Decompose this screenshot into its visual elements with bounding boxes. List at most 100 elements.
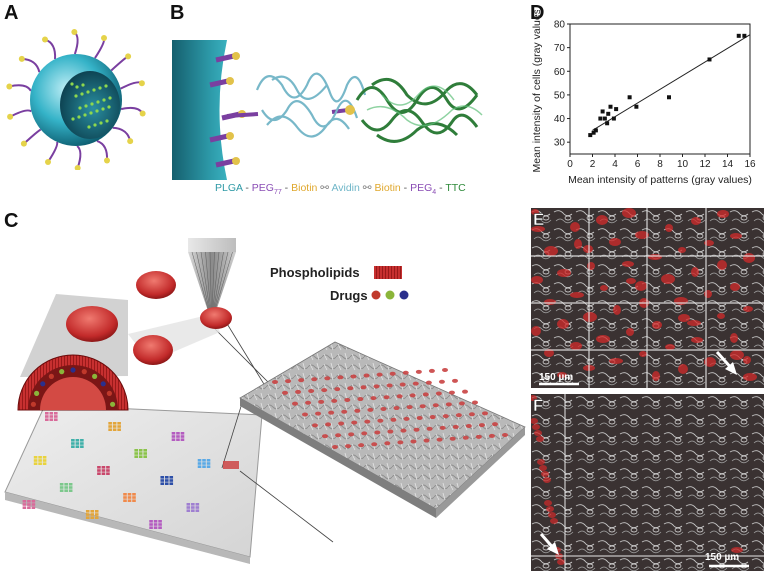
biotin-node bbox=[345, 105, 355, 115]
panel-b-legend: PLGA - PEG77 - Biotin ⚯ Avidin ⚯ Biotin … bbox=[215, 182, 505, 196]
data-point bbox=[667, 95, 671, 100]
data-point bbox=[627, 95, 632, 100]
data-point bbox=[588, 133, 593, 138]
y-tick-label: 40 bbox=[554, 114, 566, 125]
panel-f-scale-label: 150 µm bbox=[705, 552, 739, 563]
data-point bbox=[736, 33, 741, 38]
phospholipids-label: Phospholipids bbox=[270, 265, 360, 280]
panel-d-letter: D bbox=[530, 2, 545, 24]
y-axis-label: Mean intensity of cells (gray values) bbox=[531, 10, 543, 172]
data-point bbox=[600, 109, 605, 114]
ligand-tip bbox=[20, 140, 27, 147]
ligand-tip bbox=[42, 36, 49, 43]
drug-spot-array bbox=[160, 476, 174, 485]
panel-a-letter: A bbox=[4, 2, 19, 24]
legend-term: PEG bbox=[410, 182, 433, 194]
y-tick-label: 60 bbox=[554, 67, 566, 78]
legend-term: TTC bbox=[445, 182, 466, 194]
drug-spot-array bbox=[97, 466, 110, 475]
panel-e-arrow bbox=[725, 362, 737, 375]
data-point bbox=[608, 104, 613, 109]
x-tick-label: 0 bbox=[567, 159, 573, 170]
panel-e-scale-label: 150 µm bbox=[539, 372, 573, 383]
drug-spot-array bbox=[149, 520, 162, 529]
legend-term: - bbox=[400, 182, 411, 194]
drugs-label: Drugs bbox=[330, 288, 368, 303]
panel-a-nanoparticle-illustration bbox=[6, 29, 146, 170]
panel-f-arrow bbox=[547, 542, 559, 555]
legend-subscript: 77 bbox=[273, 189, 282, 197]
x-tick-label: 16 bbox=[744, 159, 756, 170]
drug-spot-array bbox=[108, 422, 121, 431]
ligand-tip bbox=[18, 55, 25, 62]
panel-f-micrograph: F 150 µm bbox=[531, 394, 764, 571]
phospholipids-swatch bbox=[374, 266, 402, 279]
drug-spot-array bbox=[123, 493, 136, 502]
panel-f-letter: F bbox=[533, 396, 543, 415]
dip-pen-tip bbox=[188, 238, 236, 314]
glass-slide bbox=[4, 404, 263, 564]
y-tick-label: 70 bbox=[554, 43, 566, 54]
drug-spot-array bbox=[171, 432, 185, 441]
legend-term: - bbox=[242, 182, 252, 194]
drug-red-dot bbox=[371, 290, 381, 300]
panel-c-letter: C bbox=[4, 210, 19, 232]
drug-spot-array bbox=[33, 456, 47, 465]
data-point bbox=[614, 107, 619, 112]
legend-term: Biotin bbox=[374, 182, 401, 194]
x-tick-label: 12 bbox=[699, 159, 711, 170]
drug-spot-array bbox=[134, 449, 147, 458]
x-tick-label: 14 bbox=[722, 159, 734, 170]
x-axis-label: Mean intensity of patterns (gray values) bbox=[568, 174, 752, 186]
x-tick-label: 4 bbox=[612, 159, 618, 170]
y-tick-label: 50 bbox=[554, 90, 566, 101]
ligand-tip bbox=[139, 110, 146, 117]
panel-b-letter: B bbox=[170, 2, 185, 24]
avidin-ribbon bbox=[255, 72, 367, 138]
drug-spot-array bbox=[85, 510, 99, 519]
data-point bbox=[602, 116, 607, 121]
lipid-droplet bbox=[200, 307, 232, 329]
panel-d-scatter-chart: 0 2 4 6 8 10 12 14 16 30 40 50 60 70 80 Mean intensity … bbox=[531, 10, 756, 186]
data-point bbox=[598, 116, 603, 121]
drug-spot-array bbox=[71, 439, 84, 448]
cell-patch bbox=[239, 341, 526, 518]
drug-spot-array bbox=[197, 459, 211, 468]
drug-green-dot bbox=[385, 290, 395, 300]
legend-term: PLGA bbox=[215, 182, 243, 194]
data-point bbox=[593, 128, 598, 133]
legend-term: Avidin bbox=[331, 182, 360, 194]
panel-e-letter: E bbox=[533, 210, 544, 229]
ligand-tip bbox=[74, 164, 81, 170]
data-point bbox=[742, 33, 747, 38]
ligand-tip bbox=[127, 138, 134, 145]
x-tick-label: 6 bbox=[635, 159, 641, 170]
data-point bbox=[707, 57, 712, 62]
legend-term: ⚯ bbox=[317, 182, 332, 194]
drug-spot-array bbox=[59, 483, 73, 492]
y-tick-label: 30 bbox=[554, 138, 566, 149]
panel-e-micrograph: E 150 µm bbox=[531, 208, 764, 388]
legend-term: - bbox=[281, 182, 292, 194]
drug-spot-array bbox=[22, 500, 36, 509]
patterned-lipid-spots bbox=[272, 368, 508, 449]
ligand-tip bbox=[138, 80, 145, 87]
ligand-tip bbox=[101, 35, 108, 42]
x-tick-label: 10 bbox=[677, 159, 689, 170]
ttc-ribbon bbox=[355, 77, 479, 143]
ligand-tip bbox=[6, 83, 13, 90]
data-point bbox=[605, 121, 610, 126]
legend-term: Biotin bbox=[291, 182, 318, 194]
plga-surface bbox=[172, 40, 227, 180]
ligand-tip bbox=[7, 113, 14, 120]
drug-spot-array bbox=[45, 412, 58, 421]
ligand-tip bbox=[44, 158, 51, 165]
panel-c-microarray-illustration: Phospholipids Drugs bbox=[4, 238, 526, 564]
x-tick-label: 2 bbox=[590, 159, 596, 170]
lipid-droplet bbox=[133, 335, 173, 365]
data-point bbox=[591, 130, 596, 135]
lipid-droplet bbox=[66, 306, 118, 342]
slide-pattern-spots bbox=[22, 412, 211, 529]
trendline bbox=[592, 34, 751, 131]
panel-b-protein-structure bbox=[172, 40, 483, 180]
